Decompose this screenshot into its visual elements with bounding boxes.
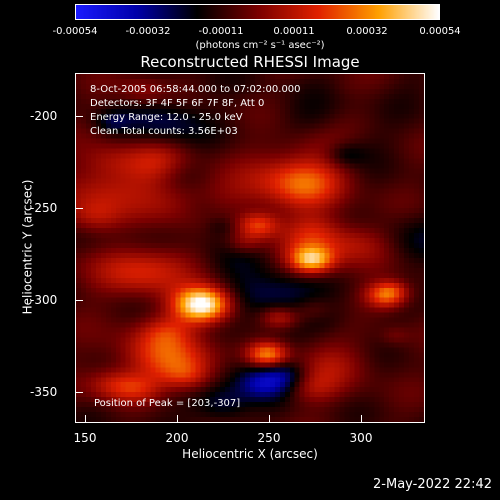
colorbar-tick: -0.00054: [52, 26, 98, 37]
x-tick-label: 200: [165, 431, 189, 445]
x-tick-mark: [177, 415, 178, 423]
image-plot: 8-Oct-2005 06:58:44.000 to 07:02:00.000 …: [75, 73, 425, 423]
x-tick-label: 150: [73, 431, 97, 445]
x-tick-mark: [361, 415, 362, 423]
y-axis-label: Heliocentric Y (arcsec): [20, 179, 35, 315]
y-tick-mark: [75, 392, 83, 393]
colorbar-tick: -0.00032: [125, 26, 171, 37]
time-range-text: 8-Oct-2005 06:58:44.000 to 07:02:00.000: [90, 84, 301, 95]
clean-counts-text: Clean Total counts: 3.56E+03: [90, 126, 238, 137]
x-tick-label: 250: [257, 431, 281, 445]
colorbar-tick: 0.00054: [419, 26, 461, 37]
colorbar-tick: 0.00032: [346, 26, 388, 37]
timestamp: 2-May-2022 22:42: [373, 477, 492, 492]
y-tick-label: -350: [30, 385, 58, 399]
x-tick-mark: [85, 415, 86, 423]
peak-position-text: Position of Peak = [203,-307]: [94, 398, 241, 409]
colorbar: [75, 4, 440, 20]
y-tick-mark: [75, 208, 83, 209]
y-tick-label: -300: [30, 293, 58, 307]
colorbar-units: (photons cm⁻² s⁻¹ asec⁻²): [195, 40, 325, 51]
x-tick-label: 300: [349, 431, 373, 445]
y-tick-label: -200: [30, 109, 58, 123]
y-tick-mark: [75, 300, 83, 301]
heatmap-image: [76, 74, 424, 422]
colorbar-tick: 0.00011: [273, 26, 315, 37]
y-tick-mark: [75, 116, 83, 117]
y-tick-label: -250: [30, 201, 58, 215]
colorbar-tick: -0.00011: [198, 26, 244, 37]
x-axis-label: Heliocentric X (arcsec): [182, 447, 318, 461]
energy-range-text: Energy Range: 12.0 - 25.0 keV: [90, 112, 243, 123]
x-tick-mark: [269, 415, 270, 423]
plot-title: Reconstructed RHESSI Image: [140, 53, 360, 71]
detectors-text: Detectors: 3F 4F 5F 6F 7F 8F, Att 0: [90, 98, 265, 109]
